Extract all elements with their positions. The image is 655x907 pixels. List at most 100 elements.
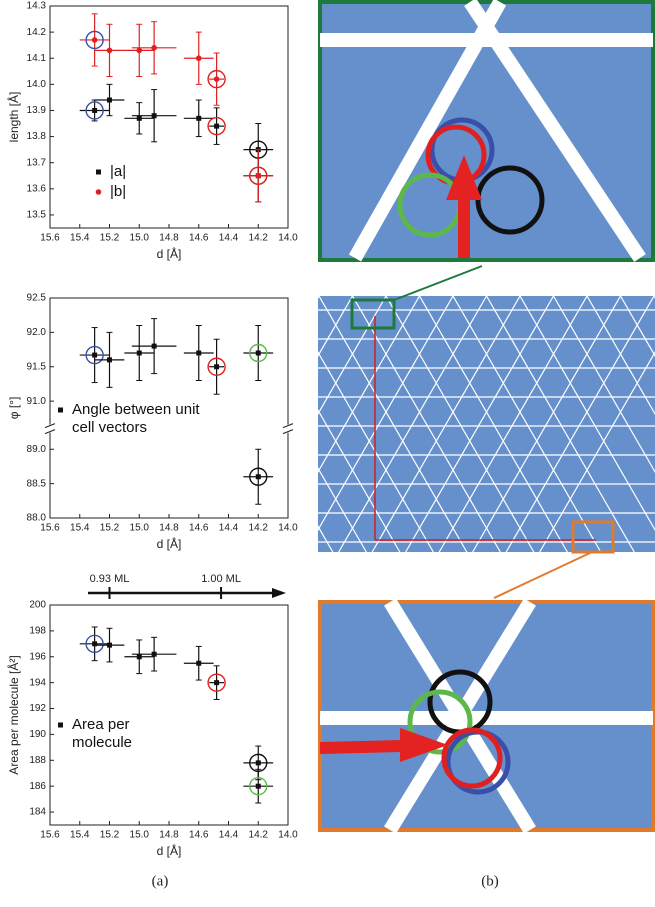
y-tick-label: 13.7	[27, 157, 47, 168]
y-tick-label: 184	[29, 807, 46, 818]
y-axis-title: Area per molecule [Å²]	[6, 655, 21, 774]
y-tick-label: 92.5	[27, 293, 47, 304]
x-tick-label: 14.0	[278, 523, 298, 534]
point	[107, 48, 113, 54]
y-axis-title: φ [°]	[7, 397, 21, 420]
x-tick-label: 15.6	[40, 233, 60, 244]
legend-label: Area per molecule	[72, 716, 167, 752]
x-tick-label: 14.8	[159, 233, 179, 244]
y-tick-label: 194	[29, 677, 46, 688]
y-tick-label: 196	[29, 651, 46, 662]
legend-marker	[96, 170, 101, 175]
point	[214, 124, 219, 129]
point	[107, 98, 112, 103]
point	[196, 661, 201, 666]
legend-label: |a|	[110, 163, 210, 181]
point	[255, 173, 261, 179]
point	[92, 37, 98, 43]
y-tick-label: 91.5	[27, 361, 47, 372]
y-tick-label: 91.0	[27, 396, 47, 407]
x-tick-label: 14.2	[249, 233, 269, 244]
y-tick-label: 14.3	[27, 1, 47, 12]
x-tick-label: 14.2	[249, 830, 269, 841]
y-axis-title: length [Å]	[6, 92, 21, 143]
point	[92, 353, 97, 358]
point	[196, 55, 202, 61]
legend-item: Angle between unit cell vectors	[72, 401, 232, 441]
point	[107, 357, 112, 362]
x-axis-title: d [Å]	[157, 246, 182, 261]
y-tick-label: 190	[29, 729, 46, 740]
x-tick-label: 15.4	[70, 233, 90, 244]
x-tick-label: 15.6	[40, 523, 60, 534]
point	[152, 344, 157, 349]
legend-label: |b|	[110, 183, 210, 201]
point	[137, 351, 142, 356]
y-tick-label: 14.2	[27, 27, 47, 38]
coverage-label: 1.00 ML	[201, 573, 241, 585]
point	[214, 680, 219, 685]
point	[151, 45, 157, 51]
legend-marker	[96, 189, 102, 195]
point	[92, 108, 97, 113]
y-tick-label: 14.0	[27, 79, 47, 90]
point	[137, 654, 142, 659]
zoom-bottom	[320, 602, 653, 830]
x-tick-label: 15.2	[100, 523, 120, 534]
panel-label: (a)	[152, 873, 169, 889]
point	[256, 760, 261, 765]
x-tick-label: 14.6	[189, 233, 209, 244]
x-tick-label: 14.4	[219, 830, 239, 841]
x-tick-label: 15.6	[40, 830, 60, 841]
legend-label: Angle between unit cell vectors	[72, 401, 222, 437]
x-tick-label: 14.8	[159, 523, 179, 534]
y-tick-label: 89.0	[27, 444, 47, 455]
x-tick-label: 14.2	[249, 523, 269, 534]
x-axis-title: d [Å]	[157, 536, 182, 551]
legend-item: |b|	[110, 183, 270, 223]
point	[214, 364, 219, 369]
x-axis-title: d [Å]	[157, 843, 182, 858]
point	[256, 474, 261, 479]
x-tick-label: 15.4	[70, 830, 90, 841]
point	[107, 643, 112, 648]
coverage-label: 0.93 ML	[90, 573, 130, 585]
x-tick-label: 14.6	[189, 830, 209, 841]
y-tick-label: 88.5	[27, 478, 47, 489]
y-tick-label: 192	[29, 703, 46, 714]
x-tick-label: 14.4	[219, 233, 239, 244]
coverage-arrowhead	[272, 588, 286, 598]
x-tick-label: 15.0	[130, 830, 150, 841]
point	[256, 784, 261, 789]
y-tick-label: 13.8	[27, 131, 47, 142]
y-tick-label: 14.1	[27, 53, 47, 64]
y-tick-label: 200	[29, 600, 46, 611]
point	[196, 351, 201, 356]
point	[256, 351, 261, 356]
x-tick-label: 15.4	[70, 523, 90, 534]
y-tick-label: 186	[29, 781, 46, 792]
legend-marker	[58, 408, 63, 413]
point	[196, 116, 201, 121]
point	[152, 113, 157, 118]
x-tick-label: 14.0	[278, 233, 298, 244]
point	[136, 48, 142, 54]
x-tick-label: 15.0	[130, 233, 150, 244]
x-tick-label: 15.2	[100, 830, 120, 841]
y-tick-label: 188	[29, 755, 46, 766]
x-tick-label: 15.2	[100, 233, 120, 244]
y-tick-label: 13.5	[27, 210, 47, 221]
x-tick-label: 14.6	[189, 523, 209, 534]
y-tick-label: 88.0	[27, 513, 47, 524]
connector	[494, 553, 590, 598]
panel-label: (b)	[481, 873, 499, 889]
y-tick-label: 198	[29, 626, 46, 637]
y-tick-label: 13.6	[27, 183, 47, 194]
legend-marker	[58, 723, 63, 728]
point	[214, 76, 220, 82]
x-tick-label: 14.0	[278, 830, 298, 841]
x-tick-label: 14.8	[159, 830, 179, 841]
zoom-top	[320, 2, 653, 260]
